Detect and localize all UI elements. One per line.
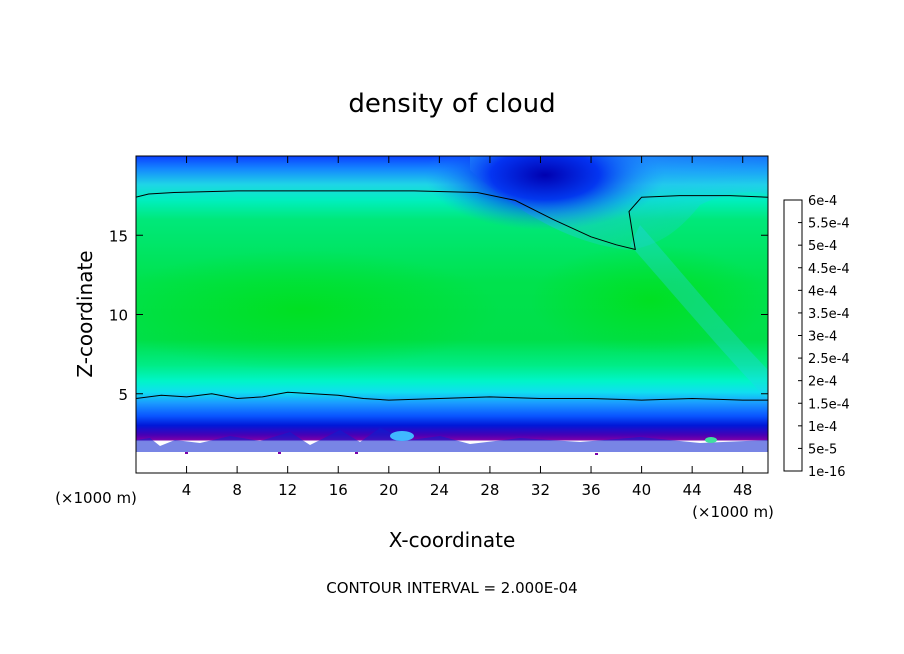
x-tick-label: 40 <box>632 481 651 499</box>
y-tick-label: 10 <box>109 307 128 325</box>
x-tick-label: 16 <box>329 481 348 499</box>
chart-title: density of cloud <box>348 89 555 119</box>
x-tick-label: 28 <box>480 481 499 499</box>
colorbar-label: 3e-4 <box>808 330 837 345</box>
contour-line-1 <box>136 190 768 251</box>
colorbar-label: 2.5e-4 <box>808 352 850 367</box>
colorbar-label: 1.5e-4 <box>808 397 850 412</box>
colorbar-label: 2e-4 <box>808 375 837 390</box>
colorbar-label: 1e-16 <box>808 465 846 480</box>
colorbar-label: 4.5e-4 <box>808 262 850 277</box>
y-tick-label: 5 <box>118 386 128 404</box>
y-axis-label: Z-coordinate <box>73 250 97 377</box>
purple-specks <box>185 452 188 454</box>
bright-green-core <box>136 250 500 370</box>
x-tick-label: 8 <box>232 481 242 499</box>
colorbar-label: 3.5e-4 <box>808 307 850 322</box>
top-low-density <box>425 156 665 230</box>
x-tick-label: 48 <box>733 481 752 499</box>
light-pocket <box>390 431 414 441</box>
contour-line-2 <box>136 391 768 401</box>
x-unit-left: (×1000 m) <box>55 489 137 507</box>
purple-speck-3 <box>355 452 358 454</box>
x-tick-label: 20 <box>379 481 398 499</box>
colorbar: 6e-4 5.5e-4 5e-4 4.5e-4 4e-4 3.5e-4 3e-4 2.5e-4… <box>783 194 850 480</box>
x-tick-label: 4 <box>182 481 192 499</box>
cloud-base-fringe <box>136 428 768 452</box>
x-tick-label: 12 <box>278 481 297 499</box>
plot-area <box>136 156 768 473</box>
x-tick-label: 32 <box>531 481 550 499</box>
purple-speck-4 <box>595 453 598 455</box>
purple-speck-2 <box>278 452 281 454</box>
y-tick-label: 15 <box>109 227 128 245</box>
x-axis-label: X-coordinate <box>389 528 516 552</box>
x-axis: 4 8 12 16 20 24 28 32 36 40 44 48 <box>182 156 752 499</box>
tongue-tail <box>630 225 768 400</box>
colorbar-label: 5.5e-4 <box>808 217 850 232</box>
small-cell <box>705 437 717 443</box>
colorbar-label: 5e-5 <box>808 442 837 457</box>
x-tick-label: 36 <box>581 481 600 499</box>
x-unit-right: (×1000 m) <box>692 503 774 521</box>
colorbar-label: 1e-4 <box>808 420 837 435</box>
contour-lines <box>136 190 768 401</box>
y-axis: 5 10 15 <box>109 227 768 404</box>
colorbar-label: 5e-4 <box>808 239 837 254</box>
colorbar-label: 4e-4 <box>808 284 837 299</box>
bright-green-core-right <box>530 245 768 355</box>
colorbar-label: 6e-4 <box>808 194 837 209</box>
x-tick-label: 24 <box>430 481 449 499</box>
x-tick-label: 44 <box>683 481 702 499</box>
contour-interval-note: CONTOUR INTERVAL = 2.000E-04 <box>326 579 577 597</box>
